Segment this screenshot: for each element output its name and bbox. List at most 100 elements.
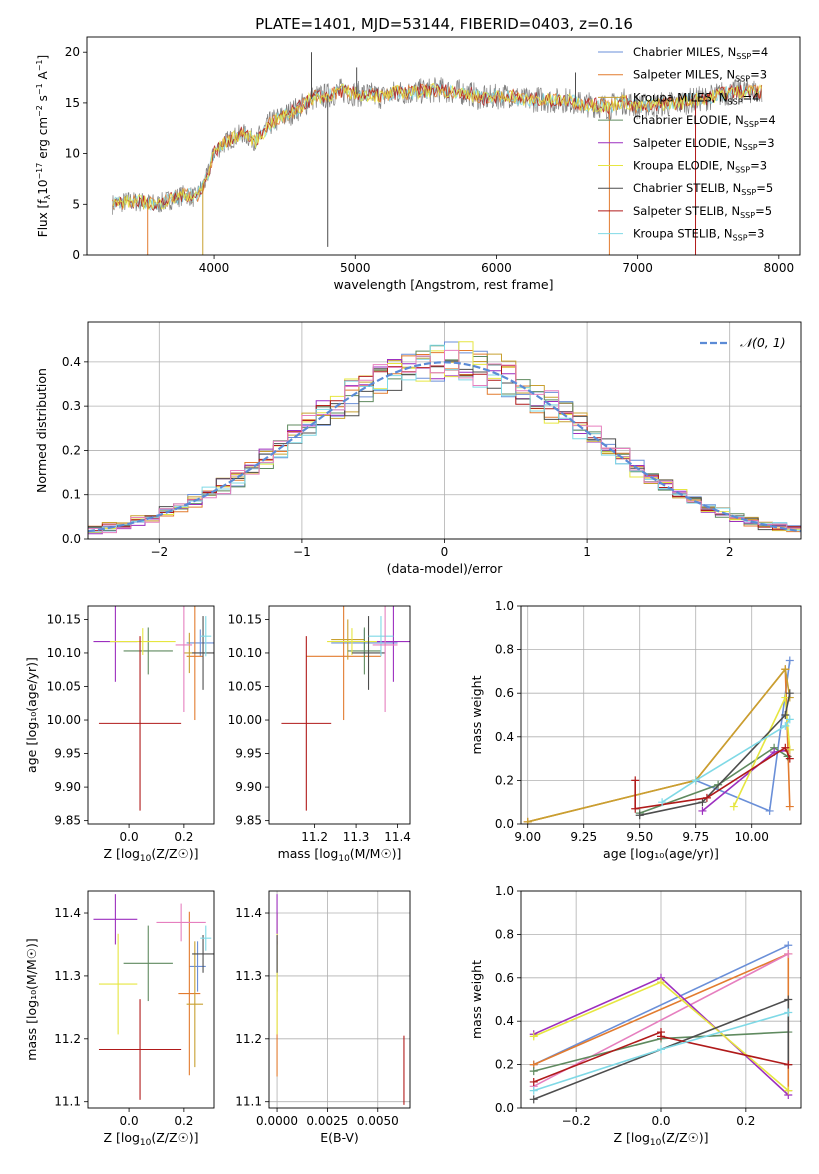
data-point-marker	[765, 806, 774, 815]
y-tick-label: 0.3	[62, 399, 81, 413]
x-tick-label: 0.2	[174, 1114, 193, 1128]
data-point-marker	[781, 721, 790, 730]
axes-frame	[87, 605, 215, 825]
x-axis-label: (data-model)/error	[387, 561, 504, 576]
x-tick-label: 6000	[481, 261, 512, 275]
x-tick-label: 9.75	[682, 830, 709, 844]
x-tick-label: 0.0000	[256, 1114, 298, 1128]
plot-area	[281, 606, 410, 811]
y-axis-label: mass weight	[469, 960, 484, 1039]
y-tick-label: 9.90	[235, 780, 262, 794]
y-tick-label: 5	[72, 197, 80, 211]
data-point-marker	[781, 711, 790, 719]
x-axis-label: age [log₁₀(age/yr)]	[603, 846, 719, 861]
y-tick-label: 10.05	[47, 679, 81, 693]
y-tick-label: 10.10	[47, 646, 81, 660]
x-tick-label: 11.3	[343, 830, 370, 844]
x-tick-label: 8000	[764, 261, 795, 275]
x-tick-label: 0.2	[174, 830, 193, 844]
axes-frame	[268, 890, 411, 1109]
axes-frame	[87, 321, 802, 540]
y-tick-label: 10.15	[228, 612, 262, 626]
normal-curve	[88, 361, 801, 533]
y-tick-label: 0.2	[495, 773, 514, 787]
y-tick-label: 11.1	[235, 1095, 262, 1109]
data-point-marker	[529, 1086, 538, 1095]
x-tick-label: 11.4	[384, 830, 411, 844]
data-point-marker	[529, 1067, 538, 1076]
x-axis-label: Z [log10(Z/Z☉)]	[613, 1130, 708, 1148]
series-chabrier_stelib	[639, 693, 791, 817]
plot-area	[111, 52, 763, 255]
y-tick-label: 0.2	[495, 1058, 514, 1072]
y-tick-label: 0	[72, 248, 80, 262]
y-tick-label: 10.00	[47, 713, 81, 727]
y-tick-label: 11.4	[235, 906, 262, 920]
y-tick-label: 0.4	[495, 1014, 514, 1028]
y-axis-label: mass [log₁₀(M/M☉)]	[24, 938, 39, 1060]
y-tick-label: 9.95	[235, 747, 262, 761]
x-axis-label: Z [log10(Z/Z☉)]	[103, 846, 198, 864]
y-tick-label: 9.85	[54, 814, 81, 828]
data-point-marker	[698, 798, 707, 807]
legend-entry: Salpeter ELODIE, NSSP=3	[633, 136, 775, 152]
data-point-marker	[784, 1060, 793, 1069]
y-tick-label: 20	[65, 45, 80, 59]
x-tick-label: 0.0025	[306, 1114, 348, 1128]
data-point-marker	[529, 1077, 538, 1086]
y-tick-label: 9.90	[54, 780, 81, 794]
x-tick-label: 2	[726, 545, 734, 559]
x-tick-label: 9.00	[514, 830, 541, 844]
y-axis-label: mass weight	[469, 675, 484, 754]
data-point-marker	[785, 689, 794, 698]
y-tick-label: 10	[65, 147, 80, 161]
legend-entry: Salpeter STELIB, NSSP=5	[633, 204, 772, 220]
data-point-marker	[784, 995, 793, 1004]
y-tick-label: 10.15	[47, 612, 81, 626]
y-tick-label: 9.95	[54, 747, 81, 761]
y-tick-label: 0.4	[62, 355, 81, 369]
plot-area	[93, 606, 214, 811]
x-tick-label: 4000	[199, 261, 230, 275]
data-point-marker	[729, 802, 738, 811]
y-axis-label: Normed distribution	[34, 368, 49, 493]
y-tick-label: 0.8	[495, 643, 514, 657]
x-axis-label: mass [log10(M/M☉)]	[278, 846, 402, 864]
y-tick-label: 1.0	[495, 884, 514, 898]
series-kroupa_miles	[527, 667, 791, 823]
y-tick-label: 0.0	[495, 1101, 514, 1115]
series-chabrier_elodie	[639, 746, 789, 814]
x-tick-label: −2	[150, 545, 168, 559]
data-point-marker	[702, 793, 711, 802]
data-point-marker	[785, 754, 794, 763]
plot-area	[276, 894, 405, 1105]
y-tick-label: 11.2	[235, 1032, 262, 1046]
data-point-marker	[635, 811, 644, 820]
x-axis-label: E(B-V)	[320, 1130, 359, 1145]
x-tick-label: 9.25	[570, 830, 597, 844]
chart-spectrum: 4000 5000 6000 7000 8000 0 5 10 15 20 wavelength […	[35, 36, 801, 292]
data-point-marker	[785, 802, 794, 811]
data-point-marker	[784, 941, 793, 950]
data-point-marker	[631, 804, 640, 813]
chart-mass_vs_Z: 0.0 0.2 11.1 11.2 11.3 11.4 Z [log10(Z/Z☉)] mas…	[24, 890, 215, 1148]
data-point-marker	[658, 798, 667, 807]
y-tick-label: 0.8	[495, 927, 514, 941]
x-tick-label: 10.00	[735, 830, 769, 844]
chart-age_vs_mass: 11.2 11.3 11.4 9.85 9.90 9.95 10.00 10.05 10.10 1…	[228, 605, 411, 864]
x-tick-label: 7000	[622, 261, 653, 275]
axes-frame	[520, 890, 802, 1109]
chart-age_vs_Z: 0.0 0.2 9.85 9.90 9.95 10.00 10.05 10.10 10.15 Z …	[24, 605, 215, 864]
x-axis-label: Z [log10(Z/Z☉)]	[103, 1130, 198, 1148]
figure-title: PLATE=1401, MJD=53144, FIBERID=0403, z=0…	[255, 15, 633, 33]
y-tick-label: 11.4	[54, 906, 81, 920]
axes-frame	[268, 605, 411, 825]
axes-frame	[86, 36, 801, 256]
legend-entry: Kroupa MILES, NSSP=4	[633, 90, 759, 106]
y-tick-label: 11.2	[54, 1032, 81, 1046]
x-tick-label: 0.0	[651, 1114, 670, 1128]
x-tick-label: 0.0	[120, 830, 139, 844]
y-tick-label: 10.10	[228, 646, 262, 660]
series-chabrier_miles	[533, 944, 789, 1066]
data-point-marker	[529, 1095, 538, 1104]
